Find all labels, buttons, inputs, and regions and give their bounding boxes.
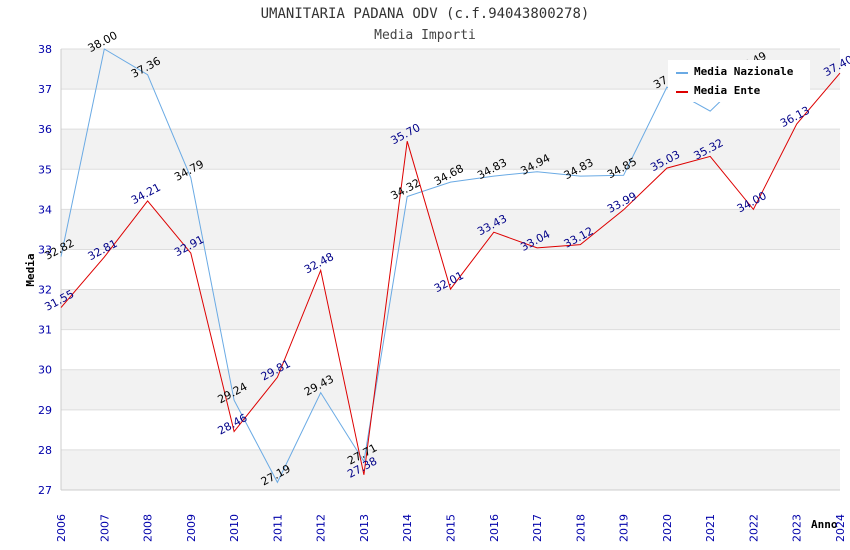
data-label: 32.48 <box>302 250 336 276</box>
y-tick-label: 35 <box>38 163 52 176</box>
y-tick-label: 33 <box>38 243 52 256</box>
x-tick-label: 2023 <box>791 514 804 542</box>
x-tick-label: 2018 <box>574 514 587 542</box>
x-tick-label: 2022 <box>747 514 760 542</box>
y-tick-label: 34 <box>38 203 52 216</box>
plot-band <box>61 209 840 250</box>
data-label: 34.32 <box>389 176 423 202</box>
y-tick-label: 31 <box>38 324 52 337</box>
chart-title: UMANITARIA PADANA ODV (c.f.94043800278) <box>261 6 590 22</box>
legend-label-media-nazionale: Media Nazionale <box>694 65 794 78</box>
y-tick-label: 29 <box>38 404 52 417</box>
x-tick-label: 2019 <box>618 514 631 542</box>
plot-band <box>61 129 840 170</box>
data-label: 28.46 <box>216 411 250 437</box>
legend-background <box>668 60 810 102</box>
series-lines <box>60 48 841 484</box>
data-label: 32.82 <box>42 236 76 262</box>
plot-band <box>61 289 840 330</box>
series-line-media-nazionale <box>60 48 754 484</box>
y-tick-labels: 27 28 29 30 31 32 33 34 35 36 37 38 <box>38 43 52 497</box>
plot-band <box>61 369 840 410</box>
plot-background-bands <box>61 49 840 490</box>
series-line-media-ente <box>60 72 841 475</box>
y-tick-label: 28 <box>38 444 52 457</box>
x-tick-label: 2009 <box>185 514 198 542</box>
legend: Media Nazionale Media Ente <box>668 60 810 102</box>
x-tick-label: 2017 <box>531 514 544 542</box>
x-tick-label: 2016 <box>488 514 501 542</box>
x-tick-label: 2006 <box>55 514 68 542</box>
y-tick-label: 38 <box>38 43 52 56</box>
x-tick-label: 2014 <box>401 514 414 542</box>
x-tick-label: 2024 <box>834 514 847 542</box>
x-tick-label: 2012 <box>315 514 328 542</box>
x-tick-label: 2007 <box>98 514 111 542</box>
plot-band <box>61 449 840 490</box>
chart-subtitle: Media Importi <box>374 28 476 43</box>
y-tick-label: 30 <box>38 364 52 377</box>
gridlines <box>61 48 840 491</box>
x-tick-label: 2020 <box>661 514 674 542</box>
x-tick-label: 2011 <box>271 514 284 542</box>
x-tick-labels: 2006 2007 2008 2009 2010 2011 2012 2013 2014 2015… <box>55 514 847 542</box>
x-tick-label: 2013 <box>358 514 371 542</box>
x-axis-title: Anno <box>811 518 838 531</box>
x-tick-label: 2015 <box>445 514 458 542</box>
y-axis-title: Media <box>24 253 37 286</box>
y-tick-label: 27 <box>38 484 52 497</box>
legend-label-media-ente: Media Ente <box>694 84 761 97</box>
y-tick-label: 37 <box>38 83 52 96</box>
data-label: 36.13 <box>778 104 812 130</box>
y-tick-label: 32 <box>38 284 52 297</box>
x-tick-label: 2021 <box>704 514 717 542</box>
y-tick-label: 36 <box>38 123 52 136</box>
x-tick-label: 2008 <box>142 514 155 542</box>
x-tick-label: 2010 <box>228 514 241 542</box>
